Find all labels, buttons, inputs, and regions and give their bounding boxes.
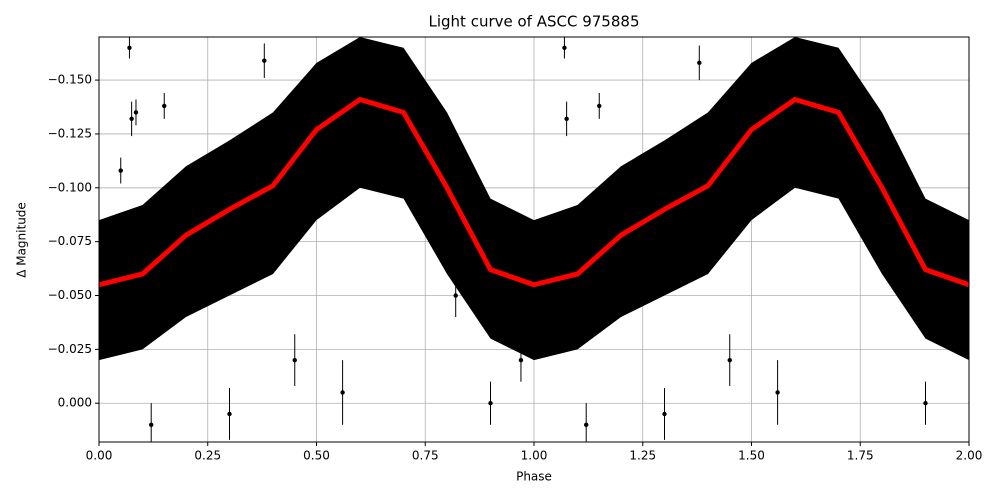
scatter-cloud bbox=[99, 37, 969, 361]
x-tick-label: 1.75 bbox=[847, 449, 874, 463]
data-point bbox=[340, 390, 345, 395]
data-point bbox=[792, 110, 798, 115]
x-tick-label: 0.00 bbox=[86, 449, 113, 463]
data-point bbox=[564, 116, 569, 122]
y-tick-label: −0.075 bbox=[48, 234, 92, 248]
data-point bbox=[227, 411, 232, 417]
y-tick-label: −0.150 bbox=[48, 73, 92, 87]
x-tick-label: 1.25 bbox=[629, 449, 656, 463]
y-tick-label: −0.100 bbox=[48, 180, 92, 194]
chart-title: Light curve of ASCC 975885 bbox=[429, 13, 640, 31]
data-point bbox=[362, 67, 367, 72]
y-tick-label: −0.050 bbox=[48, 288, 92, 302]
x-tick-label: 1.50 bbox=[738, 449, 765, 463]
data-point bbox=[727, 357, 732, 363]
x-tick-label: 0.25 bbox=[194, 449, 221, 463]
data-point bbox=[133, 110, 139, 115]
data-point bbox=[562, 45, 567, 50]
y-tick-label: −0.125 bbox=[48, 126, 92, 140]
y-axis-label: Δ Magnitude bbox=[15, 202, 29, 278]
data-point bbox=[149, 422, 154, 427]
data-point bbox=[488, 401, 493, 406]
x-axis-label: Phase bbox=[516, 470, 552, 484]
data-point bbox=[127, 45, 132, 50]
data-point bbox=[597, 103, 602, 109]
x-tick-label: 1.00 bbox=[521, 449, 548, 463]
data-point bbox=[162, 103, 167, 109]
smoothed-curve bbox=[98, 96, 970, 288]
plot-frame bbox=[98, 36, 970, 443]
data-point bbox=[453, 293, 458, 298]
data-point bbox=[662, 411, 667, 417]
x-tick-label: 2.00 bbox=[956, 449, 983, 463]
y-tick-label: −0.025 bbox=[48, 342, 92, 356]
data-point bbox=[584, 422, 589, 427]
x-tick-label: 0.50 bbox=[303, 449, 330, 463]
data-point bbox=[923, 401, 928, 406]
data-point bbox=[697, 60, 702, 66]
data-point bbox=[129, 116, 134, 122]
data-point bbox=[518, 357, 524, 363]
y-tick-label: 0.000 bbox=[58, 396, 92, 410]
data-point bbox=[775, 390, 780, 395]
x-tick-label: 0.75 bbox=[412, 449, 439, 463]
data-point bbox=[262, 58, 267, 63]
data-point bbox=[118, 168, 123, 173]
data-point bbox=[292, 357, 297, 363]
